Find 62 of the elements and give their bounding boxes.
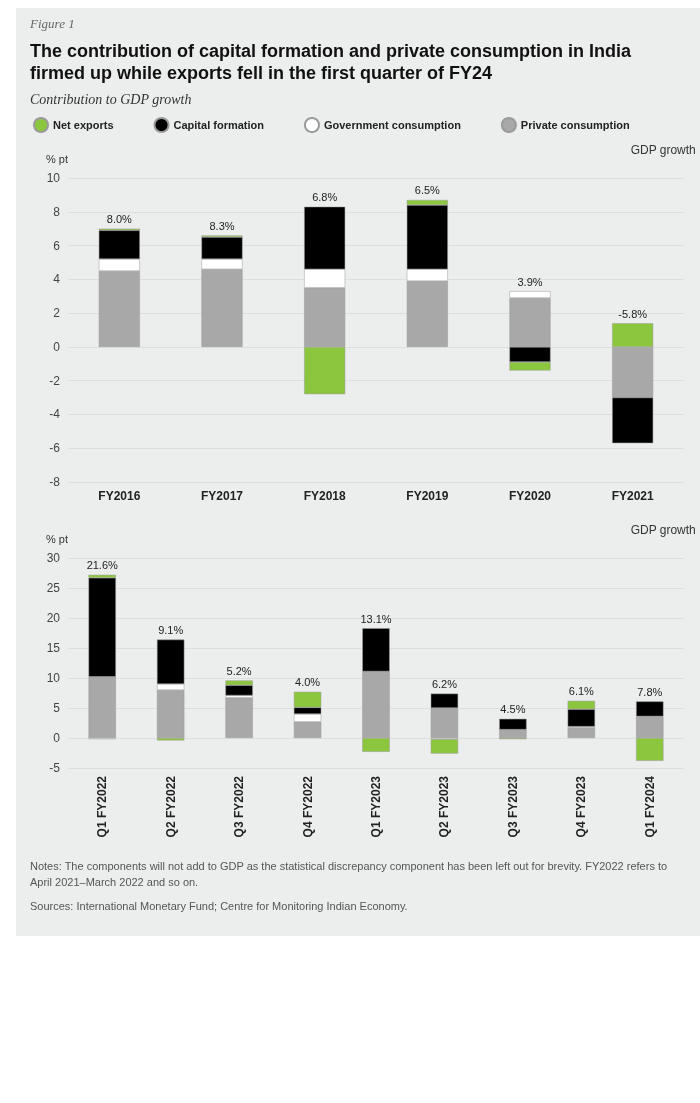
- x-tick-label: FY2021: [611, 489, 655, 503]
- x-tick-label: Q2 FY2022: [163, 775, 178, 838]
- y-tick-label: 6: [53, 238, 61, 253]
- y-tick-label: -2: [49, 373, 61, 388]
- x-tick-label: Q4 FY2023: [574, 775, 589, 838]
- y-tick-label: -5: [49, 761, 61, 775]
- y-tick-label: -8: [49, 475, 61, 489]
- annotation: -5.8%: [618, 307, 648, 320]
- y-tick-label: 0: [53, 731, 61, 745]
- annotation: 8.0%: [106, 213, 133, 226]
- bar: [225, 697, 253, 738]
- x-tick-label: FY2020: [508, 489, 552, 503]
- legend-label: Government consumption: [323, 119, 462, 131]
- y-tick-label: 30: [46, 551, 61, 565]
- x-tick-label: Q3 FY2022: [232, 775, 247, 838]
- y-tick-label: 25: [46, 581, 61, 595]
- y-tick-label: 0: [53, 339, 61, 354]
- x-tick-label: Q1 FY2022: [95, 775, 110, 838]
- x-tick-label: Q3 FY2023: [505, 775, 520, 838]
- annotation: 6.2%: [431, 678, 458, 691]
- x-tick-label: FY2019: [406, 489, 449, 503]
- legend-label: Capital formation: [173, 119, 265, 131]
- annotation: 9.1%: [158, 624, 184, 637]
- y-tick-label: -4: [49, 407, 61, 422]
- text: GDP growth: [630, 143, 696, 157]
- legend-label: Net exports: [53, 119, 114, 131]
- y-tick-label: 10: [46, 171, 61, 185]
- y-tick-label: 8: [53, 204, 61, 219]
- annotation: 6.1%: [568, 685, 595, 698]
- annotation: 6.5%: [414, 184, 441, 197]
- annotation: 13.1%: [360, 612, 392, 625]
- annotation: 7.8%: [637, 685, 663, 698]
- annotation: 8.3%: [209, 219, 235, 232]
- y-tick-label: 15: [46, 641, 61, 655]
- y-tick-label: -6: [49, 441, 61, 456]
- x-tick-label: FY2016: [98, 489, 141, 503]
- y-tick-label: 5: [53, 701, 61, 715]
- y-tick-label: 2: [53, 306, 61, 321]
- y-tick-label: 20: [46, 611, 61, 625]
- y-axis-title: % pt: [45, 152, 68, 165]
- x-tick-label: FY2018: [303, 489, 347, 503]
- text: GDP growth: [630, 523, 696, 537]
- annotation: 3.9%: [517, 275, 543, 288]
- source-note: Sources: International Monetary Fund; Centre for Monitoring Indian Economy.: [30, 899, 409, 914]
- chart-title: The contribution of capital formation and private consumption in India firmed up while exports fell in the first quarter of FY24: [30, 40, 632, 84]
- annotation: 21.6%: [86, 559, 119, 572]
- annotation: 4.5%: [500, 703, 526, 716]
- x-tick-label: Q4 FY2022: [300, 775, 315, 838]
- caption: Figure 1: [30, 16, 76, 32]
- x-tick-label: FY2017: [200, 489, 244, 503]
- y-tick-label: 10: [46, 671, 61, 685]
- text: Notes: The components will not add to GDP as the statistical discrepancy component has been left out for brevity. FY2022 refers to April 2021–March 2022 and so on.: [30, 859, 669, 890]
- annotation: 6.8%: [312, 191, 338, 204]
- legend-label: Private consumption: [520, 119, 630, 131]
- x-tick-label: Q1 FY2024: [642, 775, 657, 838]
- annotation: 4.0%: [295, 676, 321, 689]
- y-tick-label: 4: [53, 272, 61, 287]
- x-tick-label: Q2 FY2023: [437, 775, 452, 838]
- chart-subtitle: Contribution to GDP growth: [30, 92, 193, 108]
- y-axis-title: % pt: [45, 532, 68, 545]
- x-tick-label: Q1 FY2023: [369, 775, 383, 838]
- annotation: 5.2%: [226, 664, 252, 677]
